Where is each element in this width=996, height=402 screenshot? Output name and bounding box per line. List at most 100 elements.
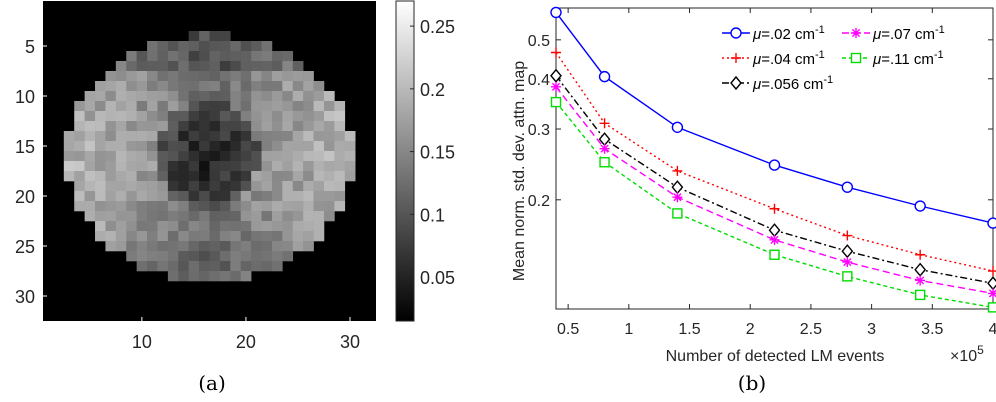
series-point: [550, 68, 562, 83]
heatmap-cell: [219, 171, 231, 182]
heatmap-cell: [105, 81, 117, 92]
heatmap-cell: [282, 111, 294, 122]
heatmap-cell: [251, 201, 262, 212]
series-point: [988, 266, 996, 277]
heatmap-cell: [240, 211, 252, 222]
heatmap-cell: [95, 151, 106, 162]
heatmap-cell: [323, 191, 335, 202]
heatmap-cell: [147, 241, 158, 252]
heatmap-cell: [178, 101, 189, 112]
heatmap-cell: [95, 81, 106, 92]
heatmap-cell: [230, 151, 242, 162]
heatmap-cell: [230, 141, 242, 152]
heatmap-cell: [147, 171, 158, 182]
heatmap-cell: [209, 121, 221, 132]
legend-marker: [851, 28, 861, 38]
heatmap-cell: [209, 231, 221, 242]
heatmap-cell: [115, 111, 127, 122]
heatmap-cell: [282, 91, 294, 102]
heatmap-cell: [105, 161, 117, 172]
heatmap-cell: [282, 101, 294, 112]
heatmap-cell: [230, 71, 242, 82]
heatmap-cell: [303, 231, 314, 242]
heatmap-cell: [188, 251, 200, 262]
heatmap-cell: [209, 191, 221, 202]
heatmap-cell: [157, 241, 169, 252]
heatmap-cell: [303, 131, 314, 142]
heatmap-cell: [334, 151, 346, 162]
heatmap-cell: [126, 191, 137, 202]
series-point: [599, 143, 610, 154]
heatmap-cell: [136, 171, 148, 182]
series-point: [842, 271, 853, 282]
heatmap-cell: [240, 251, 252, 262]
heatmap-cell: [199, 41, 210, 52]
heatmap-cell: [188, 131, 200, 142]
heatmap-cell: [147, 71, 158, 82]
series-2: [550, 68, 996, 291]
heatmap-cell: [219, 161, 231, 172]
heatmap-cell: [251, 91, 262, 102]
heatmap-cell: [334, 181, 346, 192]
heatmap-cell: [271, 71, 283, 82]
heatmap-cell: [261, 81, 273, 92]
heatmap-cell: [230, 161, 242, 172]
heatmap-cell: [199, 161, 210, 172]
heatmap-cell: [292, 121, 304, 132]
heatmap-cell: [303, 151, 314, 162]
heatmap-cell: [292, 191, 304, 202]
heatmap-cell: [199, 131, 210, 142]
heatmap-cell: [209, 81, 221, 92]
heatmap-cell: [126, 81, 137, 92]
heatmap-cell: [147, 141, 158, 152]
heatmap-cell: [84, 161, 96, 172]
heatmap-cell: [261, 151, 273, 162]
heatmap-cell: [126, 211, 137, 222]
heatmap-cell: [282, 241, 294, 252]
heatmap-cell: [261, 71, 273, 82]
heatmap-cell: [157, 181, 169, 192]
heatmap-cell: [105, 241, 117, 252]
heatmap-cell: [157, 151, 169, 162]
y-axis-label: Mean norm. std. dev. attn. map: [511, 61, 528, 281]
heatmap-cell: [167, 51, 179, 62]
heatmap-cell: [147, 211, 158, 222]
x-tick-label: 1: [624, 321, 633, 338]
legend-item: μ=.07 cm-1: [842, 24, 945, 43]
heatmap-cell: [271, 241, 283, 252]
heatmap-cell: [251, 231, 262, 242]
heatmap-cell: [251, 71, 262, 82]
heatmap-cell: [178, 231, 189, 242]
heatmap-cell: [271, 131, 283, 142]
heatmap-cell: [219, 251, 231, 262]
heatmap-cell: [313, 91, 325, 102]
heatmap-cell: [136, 101, 148, 112]
heatmap-cell: [105, 171, 117, 182]
heatmap-cell: [126, 141, 137, 152]
heatmap-cell: [323, 111, 335, 122]
heatmap-cell: [251, 211, 262, 222]
heatmap-cell: [147, 231, 158, 242]
heatmap-cell: [115, 91, 127, 102]
heatmap-cell: [178, 241, 189, 252]
heatmap-cell: [282, 171, 294, 182]
heatmap-cell: [240, 271, 252, 282]
heatmap-cell: [136, 91, 148, 102]
heatmap-cell: [95, 111, 106, 122]
heatmap-cell: [188, 31, 200, 42]
heatmap-cell: [334, 101, 346, 112]
x-tick-label: 3: [867, 321, 876, 338]
heatmap-cell: [261, 171, 273, 182]
heatmap-cell: [188, 81, 200, 92]
heatmap-cell: [167, 101, 179, 112]
heatmap-cell: [261, 231, 273, 242]
heatmap-cell: [105, 221, 117, 232]
heatmap-cell: [282, 81, 294, 92]
heatmap-cell: [136, 61, 148, 72]
heatmap-cell: [313, 211, 325, 222]
series-point: [550, 6, 562, 19]
heatmap-cell: [167, 191, 179, 202]
heatmap-cell: [271, 171, 283, 182]
heatmap-cell: [303, 101, 314, 112]
heatmap-cell: [209, 251, 221, 262]
